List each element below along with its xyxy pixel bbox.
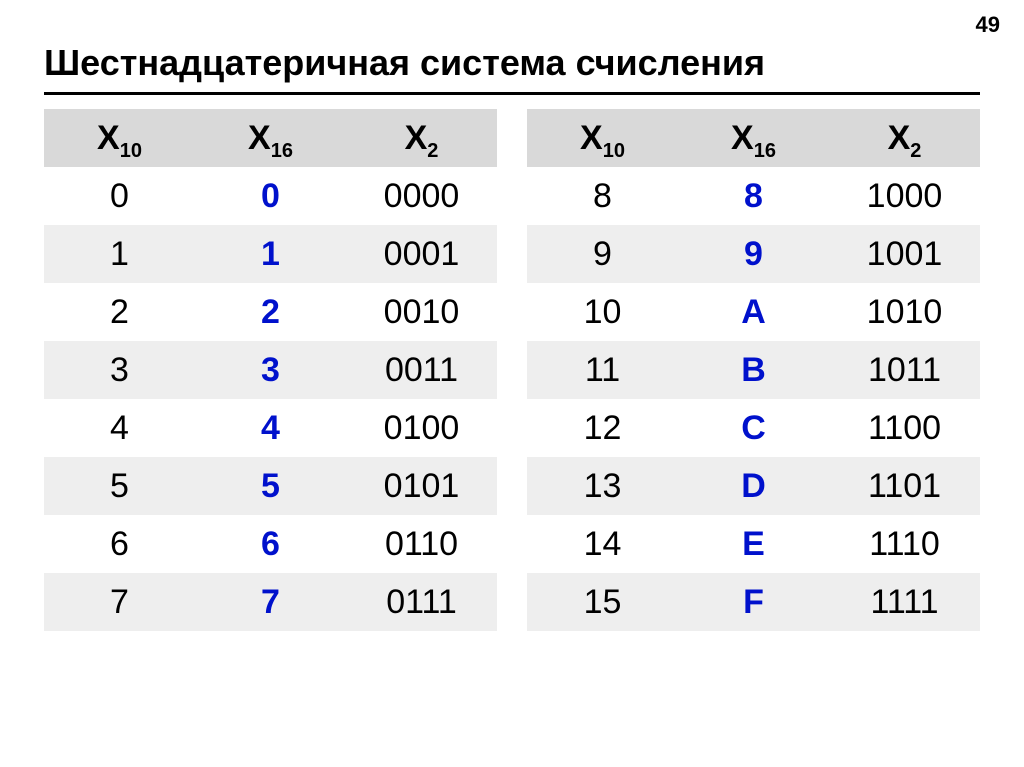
cell-dec: 6 [44, 525, 195, 564]
cell-dec: 14 [527, 525, 678, 564]
cell-hex: 4 [195, 409, 346, 448]
cell-hex: 9 [678, 235, 829, 274]
cell-hex: B [678, 351, 829, 390]
table-header-row: X10 X16 X2 [44, 109, 497, 167]
cell-dec: 7 [44, 583, 195, 622]
table-row: 12 C 1100 [527, 399, 980, 457]
cell-hex: 8 [678, 177, 829, 216]
cell-hex: 0 [195, 177, 346, 216]
table-row: 7 7 0111 [44, 573, 497, 631]
table-row: 14 E 1110 [527, 515, 980, 573]
cell-dec: 12 [527, 409, 678, 448]
cell-hex: 1 [195, 235, 346, 274]
cell-hex: 7 [195, 583, 346, 622]
cell-hex: A [678, 293, 829, 332]
cell-dec: 0 [44, 177, 195, 216]
cell-dec: 10 [527, 293, 678, 332]
cell-hex: F [678, 583, 829, 622]
cell-dec: 3 [44, 351, 195, 390]
cell-dec: 9 [527, 235, 678, 274]
cell-bin: 1110 [829, 525, 980, 564]
cell-bin: 0111 [346, 583, 497, 622]
cell-bin: 1000 [829, 177, 980, 216]
cell-dec: 15 [527, 583, 678, 622]
table-row: 10 A 1010 [527, 283, 980, 341]
table-row: 4 4 0100 [44, 399, 497, 457]
table-left: X10 X16 X2 0 0 0000 1 1 0001 2 2 0010 3 … [44, 109, 497, 631]
cell-bin: 0100 [346, 409, 497, 448]
table-row: 13 D 1101 [527, 457, 980, 515]
col-header-bin: X2 [346, 119, 497, 158]
cell-hex: D [678, 467, 829, 506]
cell-dec: 8 [527, 177, 678, 216]
cell-bin: 0010 [346, 293, 497, 332]
cell-bin: 1111 [829, 583, 980, 622]
cell-hex: C [678, 409, 829, 448]
cell-hex: E [678, 525, 829, 564]
table-row: 5 5 0101 [44, 457, 497, 515]
cell-dec: 2 [44, 293, 195, 332]
col-header-bin: X2 [829, 119, 980, 158]
table-row: 6 6 0110 [44, 515, 497, 573]
cell-dec: 4 [44, 409, 195, 448]
cell-bin: 1101 [829, 467, 980, 506]
cell-hex: 6 [195, 525, 346, 564]
cell-bin: 0001 [346, 235, 497, 274]
table-row: 8 8 1000 [527, 167, 980, 225]
table-row: 9 9 1001 [527, 225, 980, 283]
col-header-dec: X10 [44, 119, 195, 158]
cell-bin: 1001 [829, 235, 980, 274]
cell-hex: 5 [195, 467, 346, 506]
cell-bin: 0101 [346, 467, 497, 506]
slide-title: Шестнадцатеричная система счисления [44, 42, 980, 95]
cell-dec: 1 [44, 235, 195, 274]
cell-hex: 2 [195, 293, 346, 332]
cell-dec: 13 [527, 467, 678, 506]
cell-dec: 11 [527, 351, 678, 390]
col-header-hex: X16 [195, 119, 346, 158]
table-row: 2 2 0010 [44, 283, 497, 341]
page-number: 49 [976, 12, 1000, 38]
cell-bin: 0000 [346, 177, 497, 216]
table-header-row: X10 X16 X2 [527, 109, 980, 167]
table-row: 1 1 0001 [44, 225, 497, 283]
cell-bin: 1100 [829, 409, 980, 448]
cell-bin: 0110 [346, 525, 497, 564]
cell-hex: 3 [195, 351, 346, 390]
cell-bin: 1011 [829, 351, 980, 390]
col-header-hex: X16 [678, 119, 829, 158]
conversion-tables: X10 X16 X2 0 0 0000 1 1 0001 2 2 0010 3 … [44, 109, 980, 631]
table-row: 3 3 0011 [44, 341, 497, 399]
col-header-dec: X10 [527, 119, 678, 158]
table-row: 11 B 1011 [527, 341, 980, 399]
table-right: X10 X16 X2 8 8 1000 9 9 1001 10 A 1010 1… [527, 109, 980, 631]
cell-bin: 0011 [346, 351, 497, 390]
cell-bin: 1010 [829, 293, 980, 332]
cell-dec: 5 [44, 467, 195, 506]
table-row: 0 0 0000 [44, 167, 497, 225]
table-row: 15 F 1111 [527, 573, 980, 631]
